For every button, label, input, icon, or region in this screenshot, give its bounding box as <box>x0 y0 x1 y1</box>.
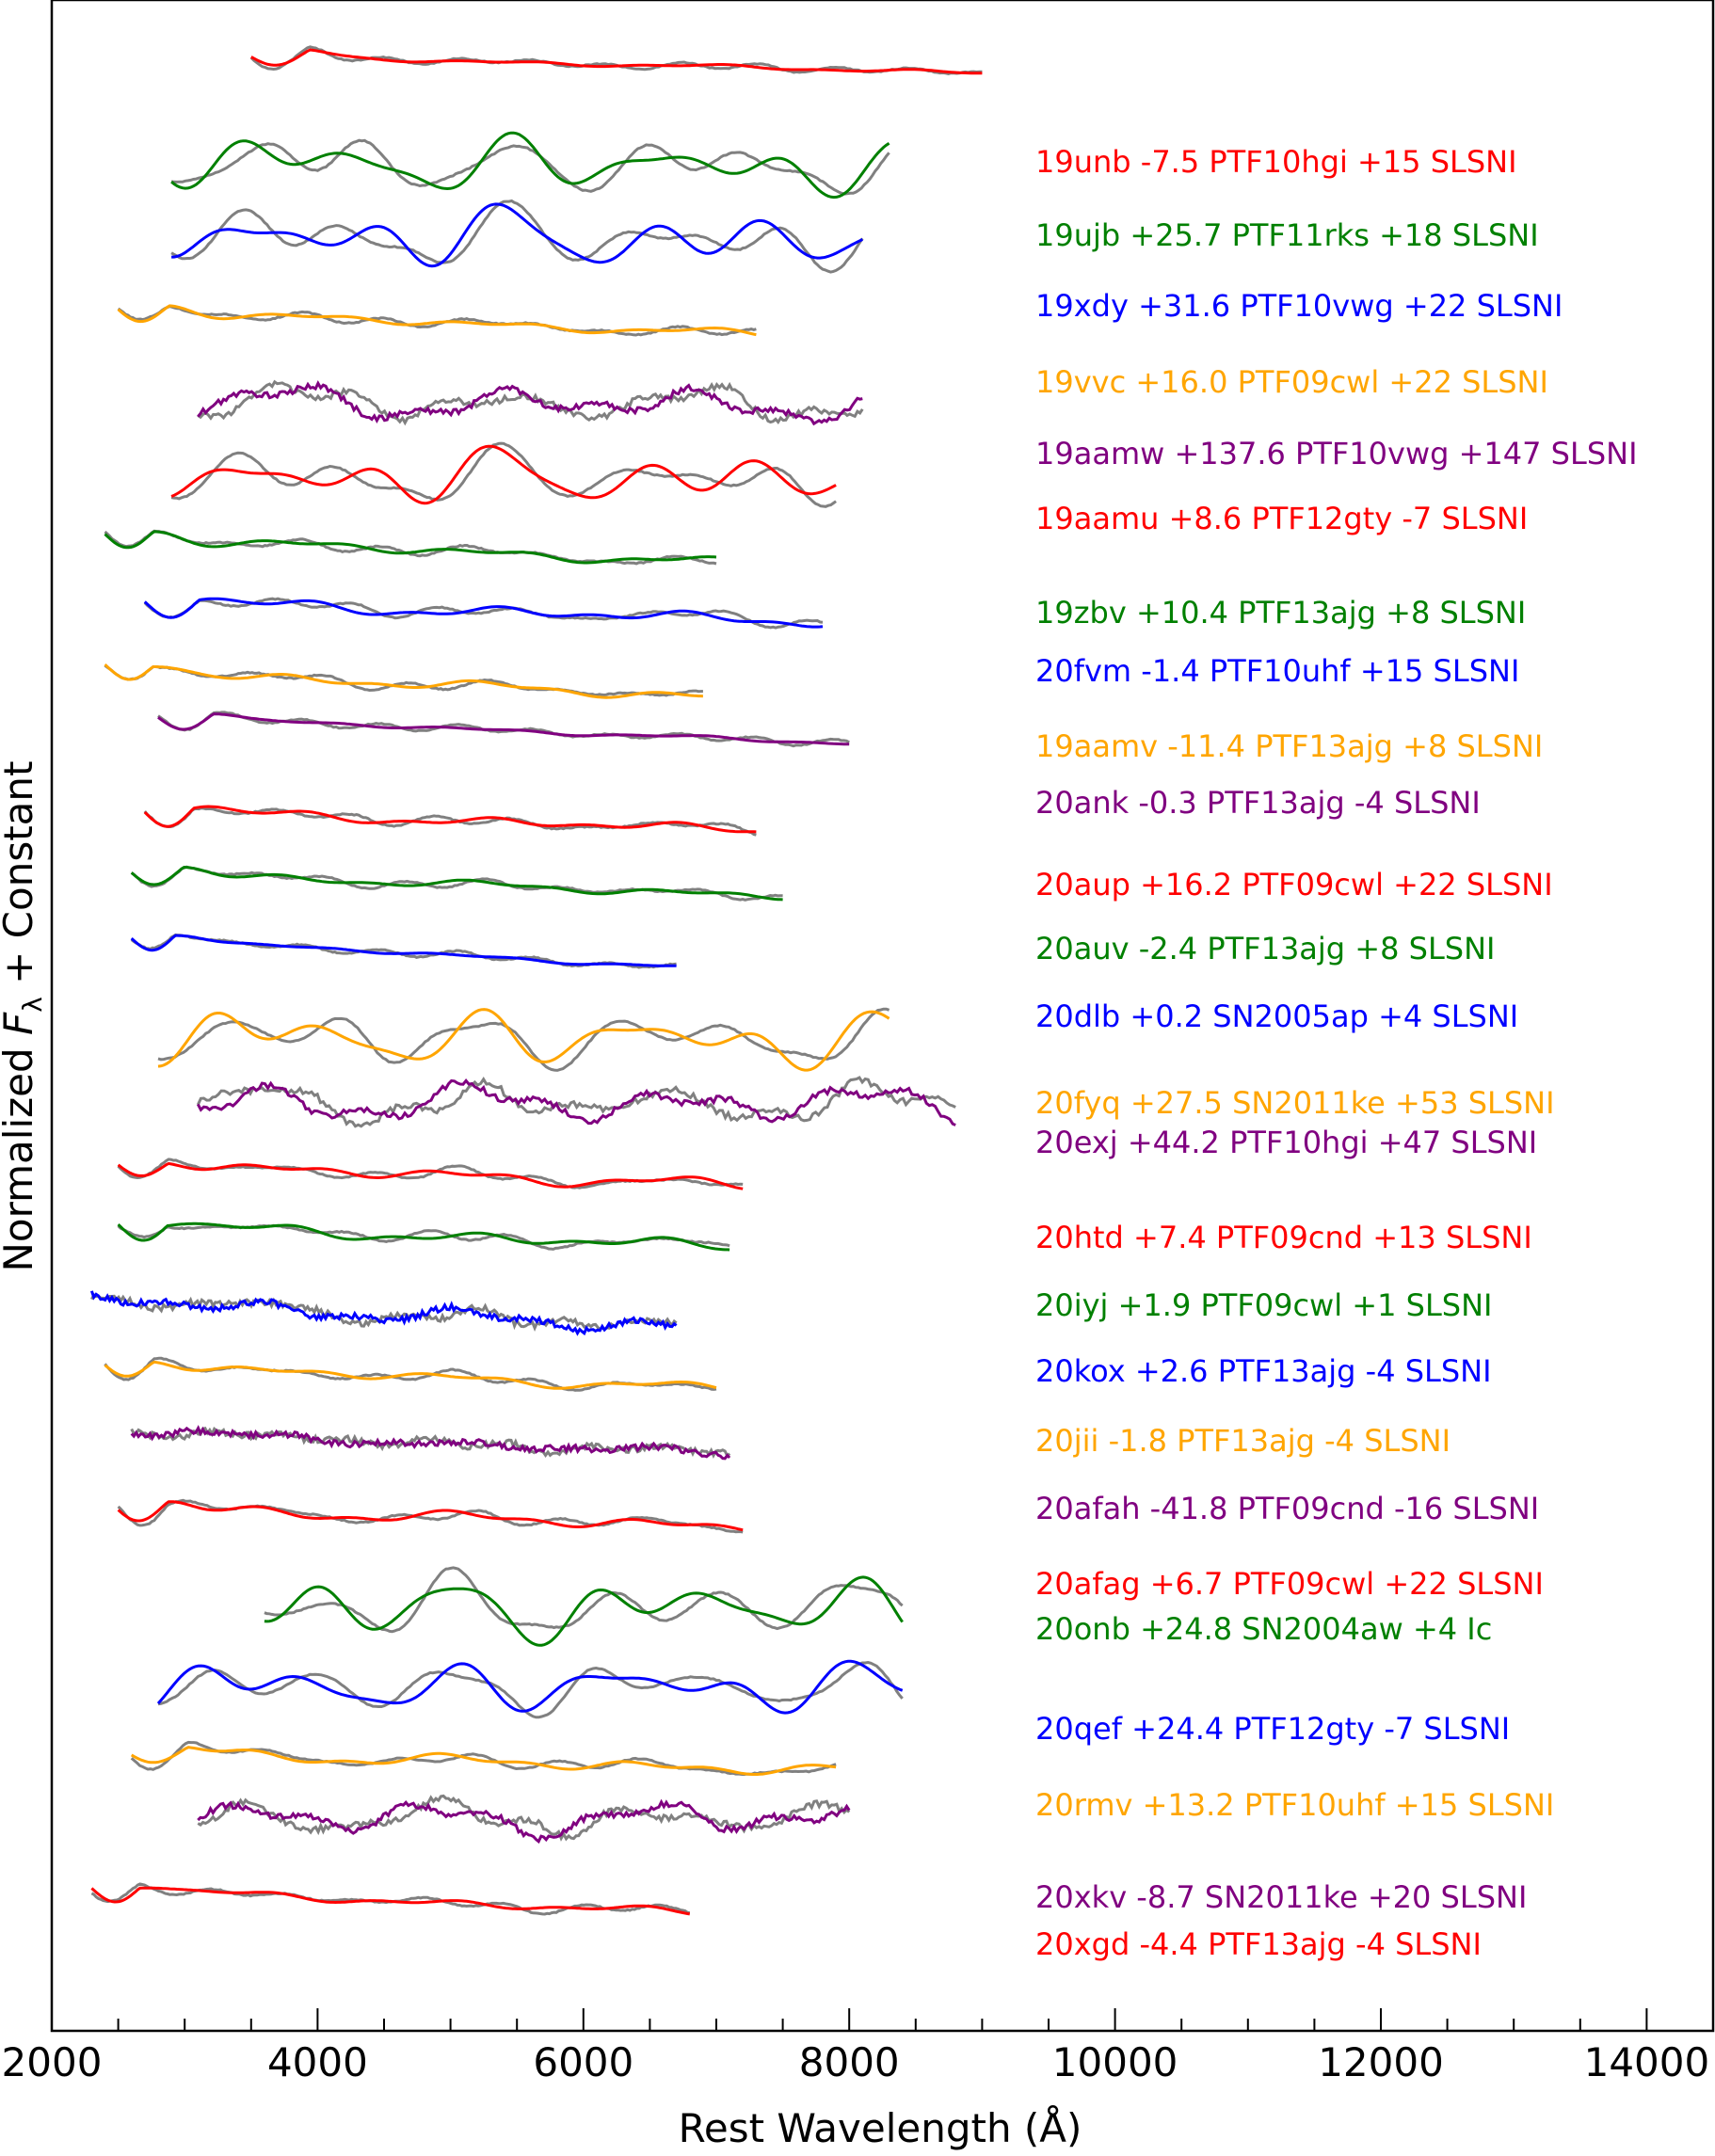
series-label: 20jii -1.8 PTF13ajg -4 SLSNI <box>1035 1423 1451 1459</box>
template-spectrum-line <box>264 1566 904 1634</box>
series-label: 20afah -41.8 PTF09cnd -16 SLSNI <box>1035 1491 1539 1526</box>
series-label: 19aamw +137.6 PTF10vwg +147 SLSNI <box>1035 436 1638 471</box>
y-axis-title-sub: λ <box>17 997 48 1013</box>
observed-spectrum-line <box>197 380 863 426</box>
observed-spectrum-line <box>143 805 757 834</box>
template-spectrum-line <box>196 1076 956 1128</box>
plot-frame <box>50 0 1715 2033</box>
x-tick-label: 10000 <box>1052 2039 1178 2085</box>
observed-spectrum-line <box>143 597 824 629</box>
observed-spectrum-line <box>130 1425 731 1461</box>
series-label: 20fvm -1.4 PTF10uhf +15 SLSNI <box>1035 653 1519 689</box>
series-label: 20onb +24.8 SN2004aw +4 Ic <box>1035 1611 1492 1647</box>
observed-spectrum-line <box>264 1575 904 1647</box>
x-tick-label: 2000 <box>2 2039 103 2085</box>
series-label: 20dlb +0.2 SN2005ap +4 SLSNI <box>1035 998 1518 1034</box>
template-spectrum-line <box>143 597 824 630</box>
observed-spectrum-line <box>130 934 677 967</box>
series-label: 19aamv -11.4 PTF13ajg +8 SLSNI <box>1035 728 1543 764</box>
observed-spectrum-line <box>130 865 783 902</box>
observed-spectrum-line <box>90 1886 691 1916</box>
observed-spectrum-line <box>104 530 717 565</box>
y-axis-title-var: F <box>0 1012 41 1035</box>
observed-spectrum-line <box>117 304 757 337</box>
series-label: 20qef +24.4 PTF12gty -7 SLSNI <box>1035 1711 1510 1747</box>
y-axis-title-tail: + Constant <box>0 761 41 998</box>
observed-spectrum-line <box>104 663 703 699</box>
series-label: 20aup +16.2 PTF09cwl +22 SLSNI <box>1035 867 1553 902</box>
observed-spectrum-line <box>197 1798 851 1845</box>
x-tick-label: 12000 <box>1318 2039 1444 2085</box>
series-label: 19zbv +10.4 PTF13ajg +8 SLSNI <box>1035 595 1526 631</box>
template-spectrum-line <box>90 1292 678 1332</box>
template-spectrum-line <box>170 441 837 508</box>
series-label: 20rmv +13.2 PTF10uhf +15 SLSNI <box>1035 1787 1554 1823</box>
x-tick-labels: 2000 4000 6000 8000 10000 12000 14000 <box>2 2039 1710 2085</box>
y-axis-title: Normalized Fλ + Constant <box>0 761 48 1272</box>
x-tick-label: 4000 <box>267 2039 368 2085</box>
observed-spectrum-line <box>117 1161 744 1190</box>
series-label: 20auv -2.4 PTF13ajg +8 SLSNI <box>1035 931 1495 966</box>
observed-spectrum-line <box>250 48 983 75</box>
template-spectrum-line <box>170 199 864 274</box>
x-axis-title: Rest Wavelength (Å) <box>679 2104 1082 2151</box>
series-label: 20iyj +1.9 PTF09cwl +1 SLSNI <box>1035 1287 1492 1323</box>
series-label: 20exj +44.2 PTF10hgi +47 SLSNI <box>1035 1125 1537 1160</box>
observed-spectrum-line <box>157 712 850 746</box>
series-label: 19unb -7.5 PTF10hgi +15 SLSNI <box>1035 144 1517 180</box>
series-label: 20afag +6.7 PTF09cwl +22 SLSNI <box>1035 1566 1544 1602</box>
template-spectrum-line <box>130 865 783 902</box>
observed-spectrum-line <box>156 1659 904 1715</box>
template-spectrum-line <box>117 305 757 337</box>
observed-spectrum-line <box>170 444 837 505</box>
observed-spectrum-line <box>104 1360 717 1390</box>
x-ticks <box>51 2008 1714 2031</box>
template-spectrum-line <box>157 1660 904 1719</box>
template-spectrum-line <box>157 1007 890 1072</box>
x-tick-label: 8000 <box>799 2039 900 2085</box>
series-layer <box>89 45 983 1916</box>
x-tick-label: 14000 <box>1584 2039 1710 2085</box>
observed-spectrum-line <box>170 131 890 200</box>
observed-spectrum-line <box>117 1500 744 1532</box>
template-spectrum-line <box>104 529 717 566</box>
template-spectrum-line <box>170 138 890 196</box>
series-label: 20kox +2.6 PTF13ajg -4 SLSNI <box>1035 1353 1492 1389</box>
observed-spectrum-line <box>196 1078 956 1126</box>
series-labels: 19unb -7.5 PTF10hgi +15 SLSNI 19ujb +25.7… <box>1035 144 1638 1962</box>
x-tick-label: 6000 <box>533 2039 633 2085</box>
observed-spectrum-line <box>171 202 863 268</box>
series-label: 20xgd -4.4 PTF13ajg -4 SLSNI <box>1035 1926 1482 1962</box>
observed-spectrum-line <box>157 1008 890 1072</box>
observed-spectrum-line <box>89 1290 678 1336</box>
series-label: 19aamu +8.6 PTF12gty -7 SLSNI <box>1035 501 1528 536</box>
series-label: 19xdy +31.6 PTF10vwg +22 SLSNI <box>1035 288 1563 324</box>
template-spectrum-line <box>117 1498 744 1534</box>
series-label: 20xkv -8.7 SN2011ke +20 SLSNI <box>1035 1879 1527 1915</box>
series-label: 20fyq +27.5 SN2011ke +53 SLSNI <box>1035 1085 1555 1121</box>
y-axis-title-main: Normalized <box>0 1035 41 1272</box>
series-label: 20ank -0.3 PTF13ajg -4 SLSNI <box>1035 785 1481 821</box>
template-spectrum-line <box>104 664 703 697</box>
observed-spectrum-line <box>130 1746 837 1776</box>
template-spectrum-line <box>117 1158 744 1190</box>
series-label: 19vvc +16.0 PTF09cwl +22 SLSNI <box>1035 364 1548 400</box>
observed-spectrum-line <box>117 1222 730 1252</box>
series-label: 19ujb +25.7 PTF11rks +18 SLSNI <box>1035 217 1539 253</box>
series-label: 20htd +7.4 PTF09cnd +13 SLSNI <box>1035 1220 1532 1255</box>
